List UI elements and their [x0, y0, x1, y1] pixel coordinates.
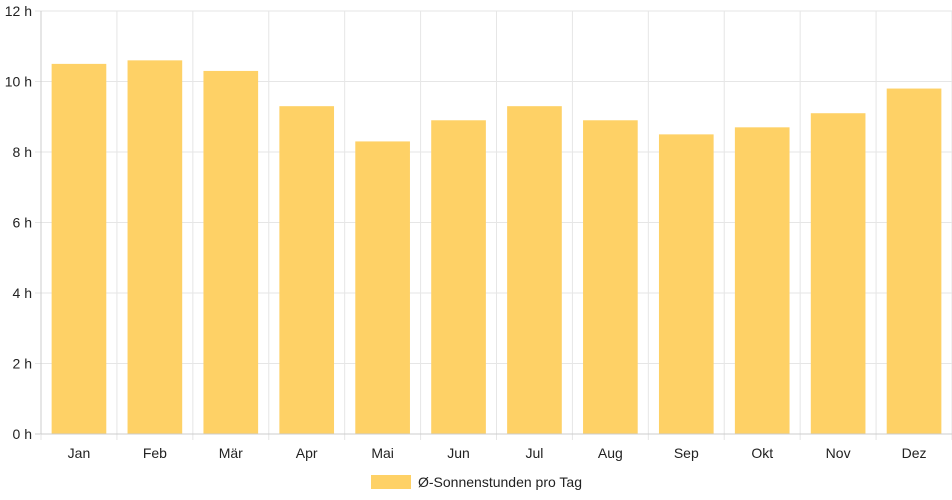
y-tick-label: 8 h: [13, 144, 32, 160]
x-tick-label: Nov: [826, 445, 851, 461]
y-tick-label: 2 h: [13, 356, 32, 372]
x-tick-label: Apr: [296, 445, 318, 461]
bar-feb[interactable]: [127, 60, 183, 434]
bar-apr[interactable]: [279, 106, 335, 435]
x-tick-label: Aug: [598, 445, 623, 461]
bar-dez[interactable]: [886, 88, 942, 435]
bar-aug[interactable]: [583, 120, 638, 435]
legend-label[interactable]: Ø-Sonnenstunden pro Tag: [418, 474, 582, 490]
bar-jun[interactable]: [431, 120, 486, 435]
bar-jul[interactable]: [507, 106, 562, 435]
x-axis-tick-labels: Jan Feb Mär Apr Mai Jun Jul Aug Sep Okt Nov Dez: [68, 445, 927, 461]
x-tick-label: Okt: [751, 445, 773, 461]
y-tick-label: 4 h: [13, 285, 32, 301]
bar-mai[interactable]: [355, 141, 410, 435]
x-tick-label: Jun: [447, 445, 470, 461]
y-tick-label: 10 h: [5, 74, 32, 90]
y-tick-label: 6 h: [13, 215, 32, 231]
x-tick-label: Jan: [68, 445, 91, 461]
legend-swatch[interactable]: [371, 475, 411, 489]
bar-jan[interactable]: [51, 63, 107, 434]
chart-axes: [40, 11, 952, 435]
x-tick-label: Sep: [674, 445, 699, 461]
bar-okt[interactable]: [734, 127, 790, 434]
x-tick-label: Mär: [219, 445, 243, 461]
bar-nov[interactable]: [810, 113, 866, 434]
bar-mär[interactable]: [203, 70, 259, 435]
bar-sep[interactable]: [658, 134, 714, 434]
y-tick-label: 0 h: [13, 426, 32, 442]
x-tick-label: Mai: [371, 445, 394, 461]
chart-bars: [51, 60, 942, 435]
chart-legend[interactable]: Ø-Sonnenstunden pro Tag: [371, 474, 582, 490]
x-tick-label: Feb: [143, 445, 167, 461]
y-tick-label: 12 h: [5, 3, 32, 19]
x-tick-label: Jul: [526, 445, 544, 461]
chart-grid: [35, 10, 952, 440]
x-tick-label: Dez: [902, 445, 927, 461]
y-axis-tick-labels: 0 h 2 h 4 h 6 h 8 h 10 h 12 h: [5, 3, 32, 442]
